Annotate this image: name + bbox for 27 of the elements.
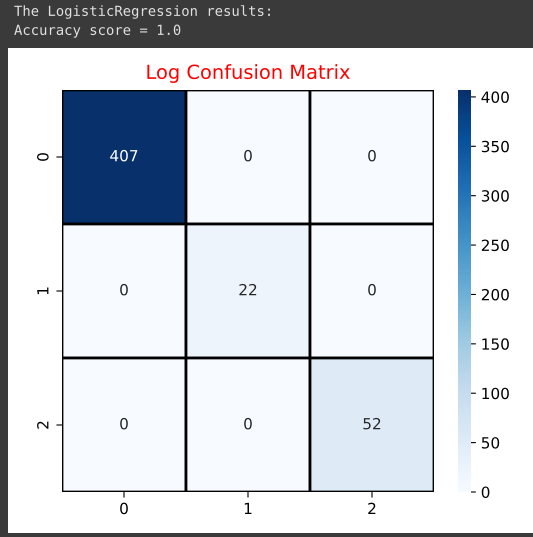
x-tick-label: 0: [120, 502, 128, 514]
text: The LogisticRegression results:: [14, 5, 270, 19]
color-bar-label: 150: [482, 338, 509, 350]
color-bar-label: 350: [482, 140, 509, 152]
data-label: 52: [363, 418, 380, 430]
x-tick-label: 2: [368, 502, 376, 514]
data-label: 0: [244, 418, 252, 430]
y-tick-label: 0: [37, 153, 49, 161]
data-label: 22: [239, 284, 256, 296]
y-tick-label: 1: [37, 288, 48, 294]
data-label: 0: [120, 284, 128, 296]
data-label: 0: [368, 284, 376, 296]
data-label: 0: [244, 150, 252, 162]
color-bar-label: 300: [482, 190, 509, 202]
chart-title: Log Confusion Matrix: [147, 64, 350, 83]
color-bar-label: 250: [482, 240, 509, 252]
color-bar-label: 0: [482, 486, 490, 498]
color-bar-label: 400: [481, 91, 509, 103]
data-label: 0: [368, 150, 376, 162]
data-label: 0: [120, 418, 128, 430]
x-tick-label: 1: [244, 502, 252, 514]
color-bar-label: 100: [482, 388, 509, 400]
color-bar-label: 200: [482, 288, 509, 300]
text: Accuracy score = 1.0: [14, 24, 180, 38]
data-label: 407: [110, 150, 138, 162]
y-tick-label: 2: [37, 422, 48, 429]
color-bar-label: 50: [482, 437, 500, 449]
